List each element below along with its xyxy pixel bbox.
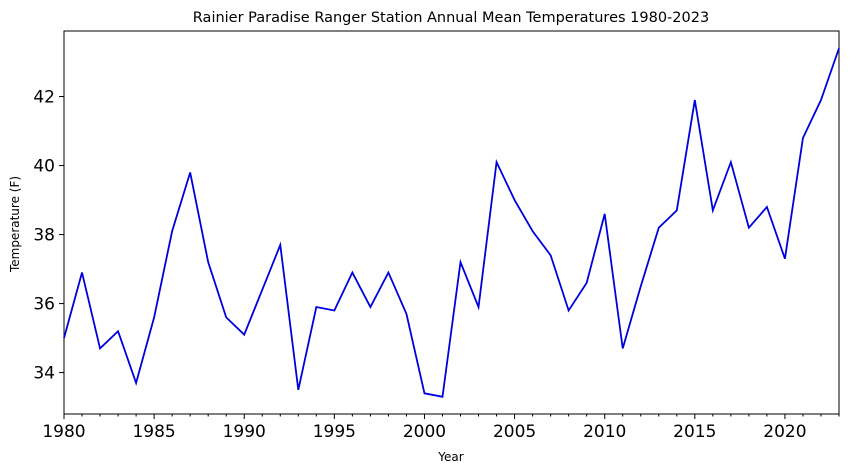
y-tick-label: 40	[33, 157, 55, 177]
y-tick-label: 38	[33, 226, 55, 246]
x-axis: 1980 1985 1990 1995 2000 2005 2010 2015 2020	[42, 414, 840, 442]
x-tick-label: 2015	[673, 422, 716, 442]
x-axis-label: Year	[437, 450, 463, 464]
x-tick-label: 2000	[403, 422, 446, 442]
x-tick-label: 1985	[132, 422, 175, 442]
x-tick-label: 1990	[223, 422, 266, 442]
temperature-line	[63, 47, 840, 398]
plot-frame	[63, 30, 840, 415]
x-tick-label: 2010	[583, 422, 626, 442]
y-tick-label: 42	[33, 88, 55, 108]
x-tick-label: 1995	[313, 422, 356, 442]
y-tick-label: 34	[33, 364, 55, 384]
x-tick-label: 1980	[42, 422, 85, 442]
y-axis-label: Temperature (F)	[8, 176, 22, 273]
x-tick-label: 2005	[493, 422, 536, 442]
y-tick-label: 36	[33, 295, 55, 315]
plot-area: 1980 1985 1990 1995 2000 2005 2010 2015 2020 343…	[33, 30, 840, 442]
y-axis: 34 36 38 40 42	[33, 88, 64, 384]
chart-title: Rainier Paradise Ranger Station Annual M…	[193, 10, 709, 26]
x-tick-label: 2020	[763, 422, 806, 442]
